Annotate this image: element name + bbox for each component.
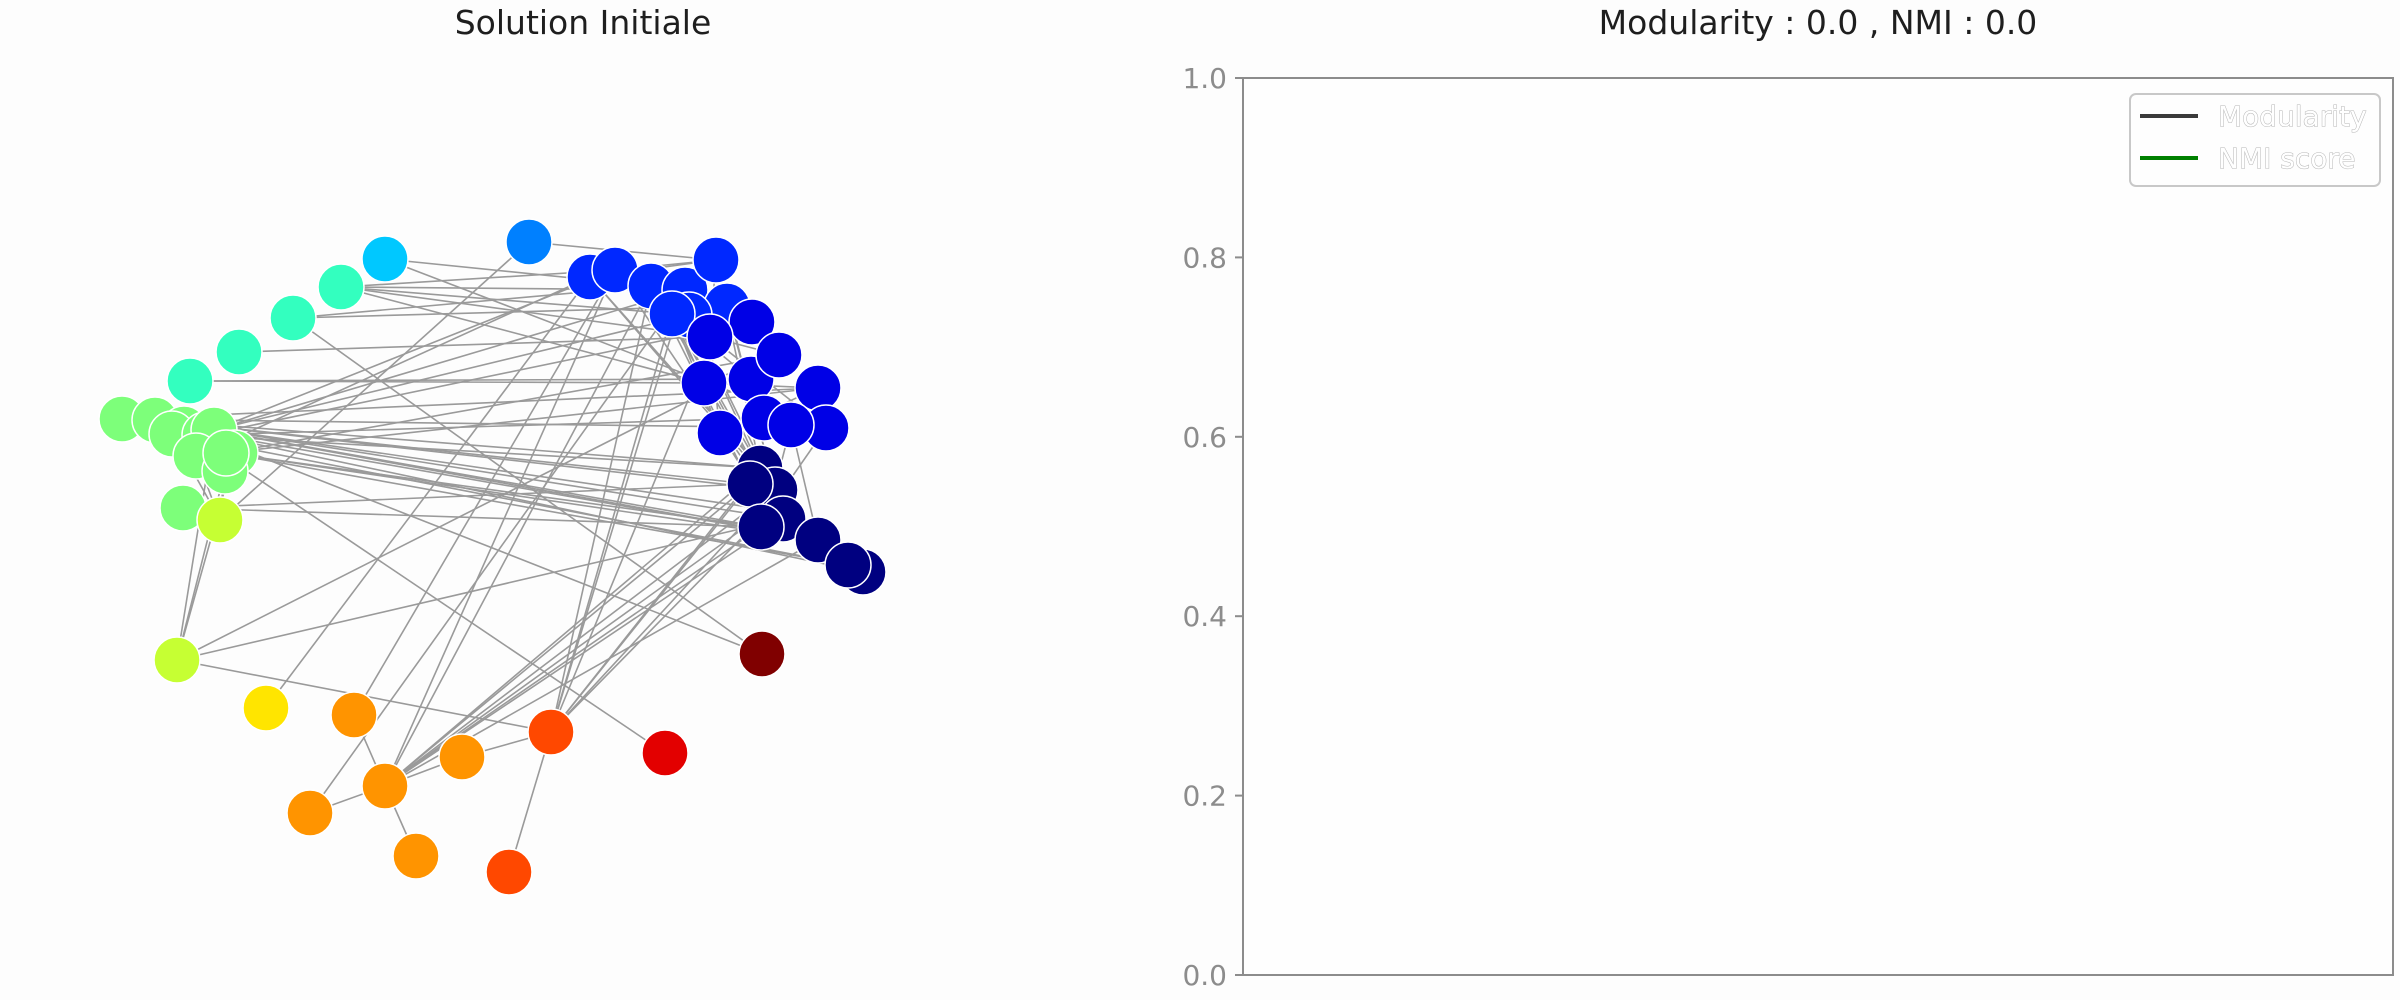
graph-edge [204, 321, 753, 436]
graph-edge [182, 507, 762, 528]
y-tick-label: 0.2 [1182, 780, 1227, 813]
graph-edge [195, 276, 591, 457]
graph-edge [550, 483, 751, 733]
graph-node [728, 298, 776, 346]
graph-node [680, 359, 728, 407]
graph-nodes [98, 218, 887, 896]
plot-frame [1242, 77, 2394, 976]
graph-edge [204, 417, 765, 436]
graph-node [726, 460, 774, 508]
network-graph [98, 218, 887, 896]
graph-edge [384, 269, 616, 787]
graph-node [824, 541, 872, 589]
graph-edge [550, 313, 673, 733]
graph-node [755, 331, 803, 379]
graph-node [242, 684, 290, 732]
graph-edge [213, 289, 686, 431]
graph-edge [353, 269, 616, 716]
graph-node [361, 762, 409, 810]
graph-node [505, 218, 553, 266]
graph-node [153, 636, 201, 684]
graph-edge [550, 285, 652, 733]
graph-edge [183, 428, 864, 573]
graph-node [269, 294, 317, 342]
graph-edge [238, 336, 711, 353]
graph-node [686, 313, 734, 361]
graph-node [527, 708, 575, 756]
graph-node [696, 409, 744, 457]
y-tick-label: 0.0 [1182, 959, 1227, 992]
graph-node [692, 236, 740, 284]
y-axis: 0.0 0.2 0.4 0.6 0.8 1.0 [1182, 62, 1243, 992]
graph-edge [384, 285, 652, 787]
graph-node [648, 290, 696, 338]
graph-edge [292, 317, 763, 655]
graph-edge [265, 276, 591, 709]
graph-edge [384, 467, 761, 787]
graph-edge [550, 289, 686, 733]
graph-node [438, 733, 486, 781]
legend: Modularity NMI score [2129, 93, 2381, 187]
graph-edge [154, 419, 784, 520]
graph-edge [550, 509, 770, 733]
y-tick-label: 0.4 [1182, 600, 1227, 633]
graph-title: Solution Initiale [454, 3, 712, 42]
graph-node [392, 832, 440, 880]
graph-node [641, 729, 689, 777]
graph-edge [225, 452, 849, 566]
graph-edge [183, 428, 666, 754]
y-tick-label: 0.8 [1182, 241, 1227, 274]
y-tick-label: 0.6 [1182, 421, 1227, 454]
graph-node [215, 328, 263, 376]
graph-edge [176, 354, 780, 661]
graph-node [738, 630, 786, 678]
legend-label: NMI score [2218, 142, 2356, 175]
plot-title: Modularity : 0.0 , NMI : 0.0 [1598, 3, 2038, 42]
graph-node [485, 848, 533, 896]
graph-node [202, 429, 250, 477]
graph-node [166, 357, 214, 405]
graph-edge [384, 483, 751, 787]
y-tick-label: 1.0 [1182, 62, 1227, 95]
legend-label: Modularity [2218, 100, 2367, 133]
graph-edge [154, 419, 770, 511]
graph-node [767, 401, 815, 449]
graph-node [286, 789, 334, 837]
graph-node [361, 235, 409, 283]
graph-edge [204, 434, 763, 655]
graph-edge [176, 518, 784, 661]
graph-edge [508, 731, 552, 873]
graph-node [196, 496, 244, 544]
graph-node [317, 263, 365, 311]
line-plot: 0.0 0.2 0.4 0.6 0.8 1.0 Modularity NMI score [1182, 62, 2394, 992]
graph-edge [183, 428, 819, 541]
graph-edge [154, 419, 776, 491]
graph-node [330, 691, 378, 739]
graph-node [737, 503, 785, 551]
graph-edge [340, 286, 705, 384]
graph-edge [225, 452, 819, 541]
graph-edge [340, 286, 690, 316]
